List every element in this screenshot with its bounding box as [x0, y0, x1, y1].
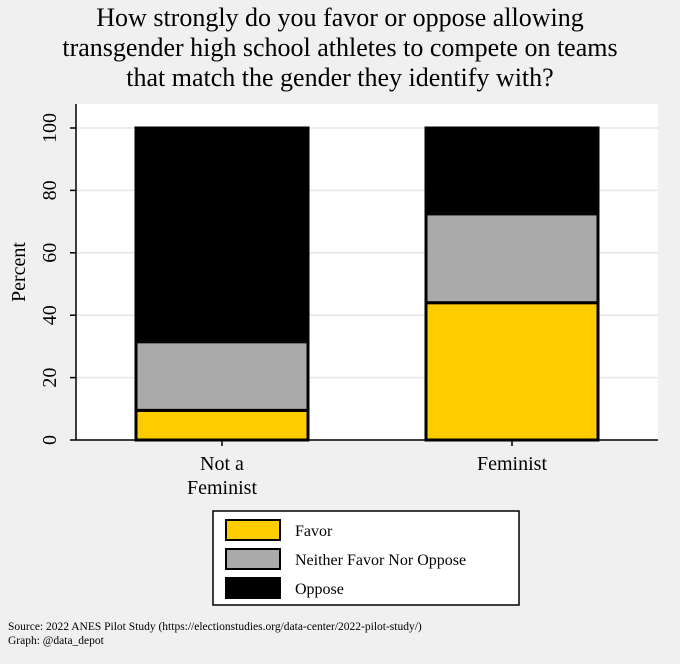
bar-segment [424, 212, 600, 305]
bar-segment [424, 301, 600, 442]
y-tick-label: 100 [39, 113, 61, 143]
x-tick-label: Feminist [187, 477, 257, 499]
chart-title-line: transgender high school athletes to comp… [62, 33, 617, 62]
graph-credit: Graph: @data_depot [8, 635, 104, 647]
bar-segment [134, 340, 310, 412]
x-tick-label: Feminist [477, 453, 547, 475]
legend-label: Neither Favor Nor Oppose [295, 552, 466, 569]
legend-swatch [225, 548, 281, 570]
legend: Favor Neither Favor Nor Oppose Oppose [212, 510, 520, 606]
y-axis-label: Percent [8, 242, 30, 302]
y-tick-label: 40 [39, 305, 61, 325]
bar-segment [424, 126, 600, 216]
legend-swatch [225, 519, 281, 541]
legend-label: Favor [295, 523, 333, 540]
chart-title-line: How strongly do you favor or oppose allo… [96, 3, 583, 32]
bar-segment [134, 408, 310, 442]
y-tick-label: 0 [39, 435, 61, 445]
legend-label: Oppose [295, 581, 344, 598]
y-tick-label: 20 [39, 368, 61, 388]
x-tick-label: Not a [200, 453, 244, 475]
y-tick-label: 80 [39, 180, 61, 200]
source-note: Source: 2022 ANES Pilot Study (https://e… [8, 620, 422, 648]
legend-swatch [225, 577, 281, 599]
bars [134, 126, 600, 442]
source-text: Source: 2022 ANES Pilot Study (https://e… [8, 621, 422, 633]
y-tick-label: 60 [39, 243, 61, 263]
chart-title: How strongly do you favor or oppose allo… [62, 3, 617, 92]
bar-segment [134, 126, 310, 344]
y-axis: 0 20 40 60 80 100 Percent [8, 104, 77, 445]
chart-title-line: that match the gender they identify with… [126, 63, 553, 92]
